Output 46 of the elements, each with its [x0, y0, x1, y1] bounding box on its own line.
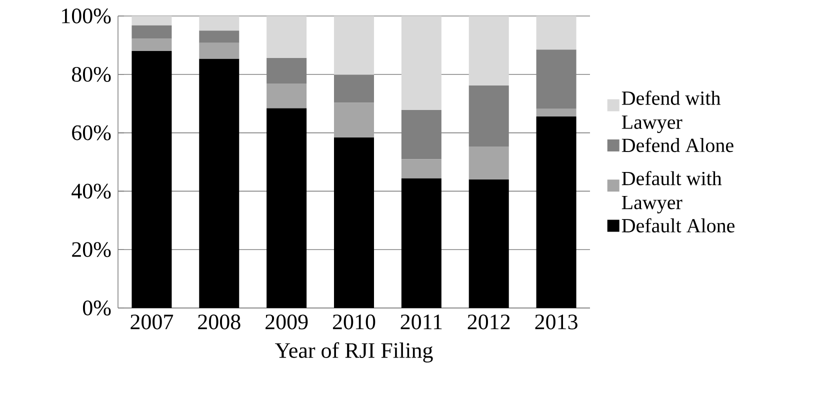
bar [468, 85, 509, 147]
bar [266, 108, 307, 308]
bar [401, 16, 442, 110]
x-tick-label: 2007 [130, 314, 174, 330]
bar [468, 16, 509, 86]
bar [468, 180, 509, 308]
bar [334, 137, 374, 308]
bar [199, 16, 240, 31]
x-tick-label: 2008 [198, 314, 240, 330]
bar [334, 16, 374, 75]
bar [468, 146, 509, 180]
bar [199, 42, 240, 59]
bar [132, 16, 172, 26]
legend-label: Default Alone [622, 218, 735, 232]
y-tick-label: 100% [62, 8, 111, 24]
x-tick-label: 2012 [468, 314, 510, 330]
y-tick-label: 20% [72, 242, 111, 258]
bar [266, 83, 307, 108]
bar [199, 30, 240, 43]
x-tick-label: 2009 [266, 314, 308, 330]
legend-label: Default with Lawyer [622, 171, 722, 214]
x-tick-label: 2011 [400, 314, 442, 330]
bar [266, 58, 307, 84]
bar [199, 58, 240, 308]
x-tick-label: 2010 [332, 314, 376, 330]
x-axis-title: Year of RJI Filing [274, 342, 433, 362]
bar [132, 25, 172, 39]
bar [536, 108, 576, 116]
bar [132, 51, 172, 308]
bar [401, 159, 442, 178]
bar [266, 16, 307, 58]
bar [536, 16, 576, 50]
bar [334, 74, 374, 103]
legend-label: Defend Alone [622, 138, 734, 152]
bar [536, 50, 576, 109]
bar [132, 38, 172, 52]
y-tick-label: 60% [72, 125, 111, 140]
bar [401, 110, 442, 160]
bar [536, 116, 576, 308]
legend-label: Defend with Lawyer [622, 90, 720, 134]
bar [334, 102, 374, 138]
bar [401, 178, 442, 308]
y-tick-label: 0% [82, 300, 111, 316]
y-tick-label: 40% [72, 184, 111, 199]
y-tick-label: 80% [72, 66, 111, 82]
x-tick-label: 2013 [535, 314, 578, 330]
